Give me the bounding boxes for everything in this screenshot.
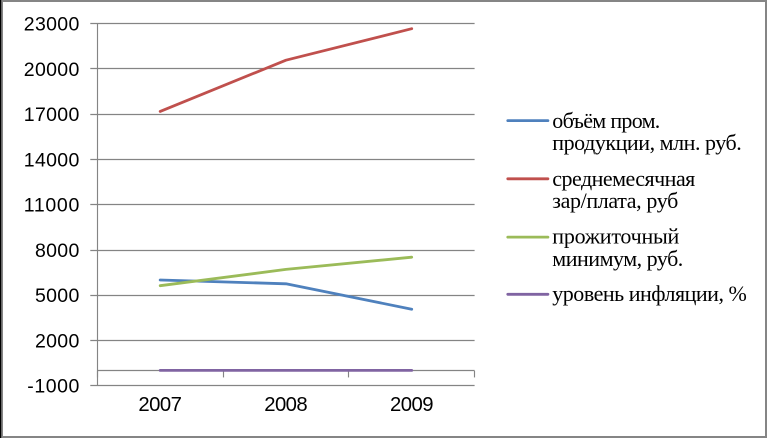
svg-text:11000: 11000 [24, 195, 80, 217]
svg-text:среднемесячная: среднемесячная [552, 166, 695, 191]
svg-text:2000: 2000 [35, 330, 79, 352]
svg-text:23000: 23000 [24, 14, 80, 36]
svg-text:20000: 20000 [24, 59, 80, 81]
svg-text:уровень инфляции, %: уровень инфляции, % [552, 281, 747, 306]
svg-text:14000: 14000 [24, 149, 80, 171]
svg-text:-1000: -1000 [27, 376, 79, 398]
svg-text:минимум, руб.: минимум, руб. [552, 246, 683, 271]
svg-text:17000: 17000 [24, 104, 80, 126]
svg-text:объём пром.: объём пром. [552, 108, 660, 133]
svg-text:8000: 8000 [35, 240, 79, 262]
svg-text:2009: 2009 [390, 394, 434, 416]
svg-text:2008: 2008 [264, 394, 308, 416]
svg-text:5000: 5000 [35, 285, 79, 307]
svg-text:зар/плата, руб: зар/плата, руб [552, 188, 678, 213]
svg-text:прожиточный: прожиточный [552, 223, 679, 248]
svg-text:продукции, млн. руб.: продукции, млн. руб. [552, 130, 742, 155]
svg-text:2007: 2007 [138, 394, 182, 416]
